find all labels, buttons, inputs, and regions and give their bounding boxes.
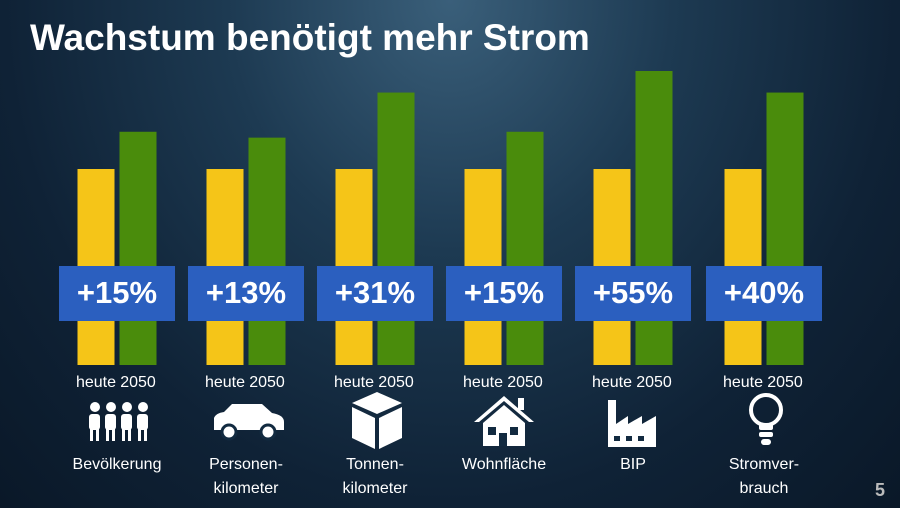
series-label: 2050 [378, 374, 414, 391]
series-label: 2050 [249, 374, 285, 391]
category-label: Wohnfläche [461, 456, 547, 473]
house-icon [474, 396, 534, 446]
car-icon [214, 404, 284, 441]
series-label: 2050 [767, 374, 803, 391]
change-label: +15% [464, 275, 544, 310]
change-label: +31% [335, 275, 415, 310]
change-label: +55% [593, 275, 673, 310]
bar [506, 131, 544, 365]
bar [377, 92, 415, 365]
icons [89, 392, 783, 449]
series-label: heute [592, 374, 632, 391]
series-label: 2050 [636, 374, 672, 391]
category-label: Personen- kilometer [209, 456, 283, 497]
category-label: Tonnen- kilometer [342, 456, 408, 497]
series-label: 2050 [120, 374, 156, 391]
change-badge [446, 266, 562, 321]
series-label: heute [76, 374, 116, 391]
change-label: +40% [724, 275, 804, 310]
change-label: +15% [77, 275, 157, 310]
factory-icon [608, 400, 656, 447]
change-label: +13% [206, 275, 286, 310]
series-label: 2050 [507, 374, 543, 391]
category-label: Stromver- brauch [728, 456, 800, 497]
change-badge [706, 266, 822, 321]
change-badge [317, 266, 433, 321]
category-label: Bevölkerung [72, 456, 162, 473]
series-label: heute [334, 374, 374, 391]
box-icon [352, 392, 402, 449]
page-number: 5 [875, 480, 885, 500]
series-label: heute [463, 374, 503, 391]
bar [766, 92, 804, 365]
bar [248, 137, 286, 365]
series-label: heute [205, 374, 245, 391]
category-label: BIP [620, 456, 646, 473]
change-badge [188, 266, 304, 321]
change-badge [59, 266, 175, 321]
bar [119, 131, 157, 365]
series-label: heute [723, 374, 763, 391]
chart-title: Wachstum benötigt mehr Strom [30, 17, 590, 58]
people-icon [89, 402, 148, 441]
bulb-icon [749, 393, 783, 445]
change-badge [575, 266, 691, 321]
